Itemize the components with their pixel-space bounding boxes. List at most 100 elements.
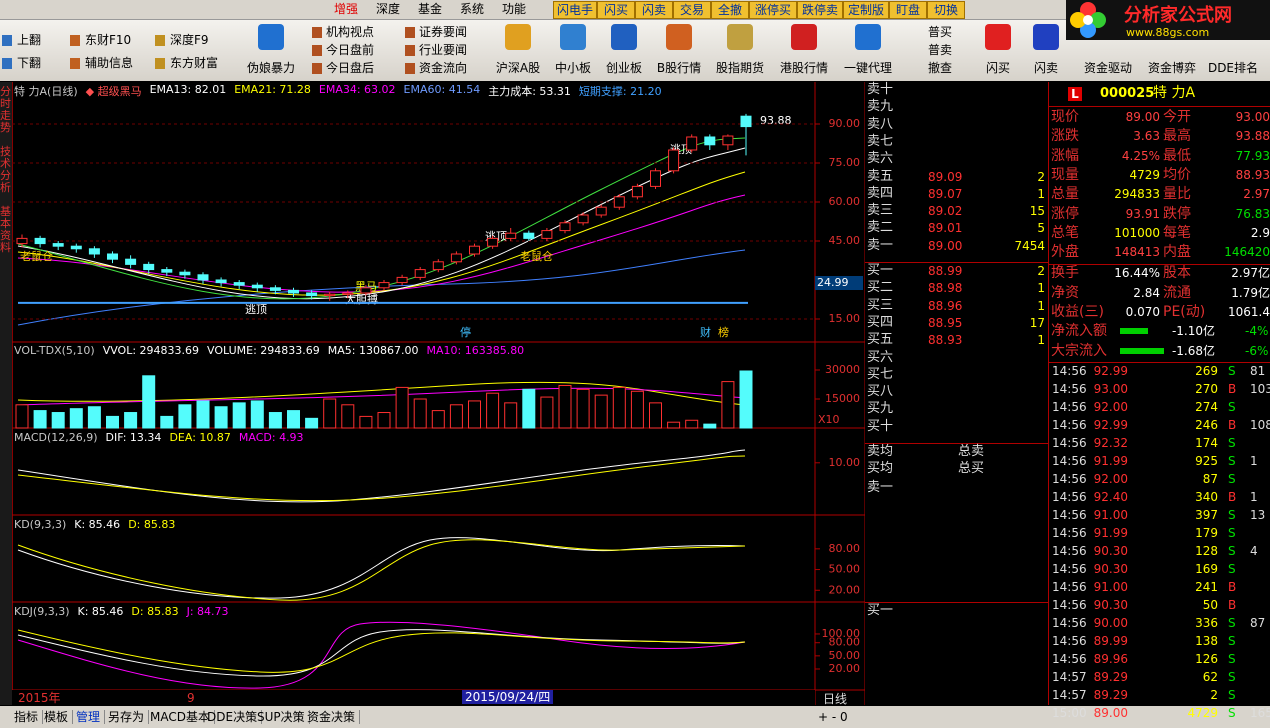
volume-bar [51,412,65,429]
menu-button[interactable]: 交易 [673,1,711,19]
legend-item: MACD: 4.93 [238,431,304,444]
bottom-tab[interactable]: 管理 [76,710,106,724]
tool-button[interactable]: 今日盘前 [326,43,375,57]
tool-button[interactable]: 普卖 [928,43,953,57]
tool-button[interactable]: 普买 [928,25,953,39]
menu-button[interactable]: 切换 [927,1,965,19]
annotation: 老鼠仓 [520,249,553,263]
candle-body [197,274,209,281]
trade-time: 14:56 [1052,544,1087,558]
trade-volume: 128 [1195,544,1218,558]
volume-bar [739,370,753,429]
trade-price: 90.00 [1093,616,1128,630]
volume-bar [667,421,681,429]
menu-item[interactable]: 深度 [376,2,401,16]
ema-fast [17,137,746,300]
menu-item[interactable]: 功能 [502,2,527,16]
menu-item[interactable]: 系统 [460,2,485,16]
order-book [865,82,1049,705]
tool-button[interactable]: 下翻 [17,56,42,70]
menu-item[interactable]: 基金 [418,2,443,16]
tool-button[interactable]: 沪深A股 [495,61,541,75]
tool-button[interactable]: 中小板 [554,61,591,75]
trade-side: S [1228,508,1236,522]
menu-button[interactable]: 定制版 [843,1,889,19]
tool-button[interactable]: 港股行情 [779,61,828,75]
tool-button[interactable]: 今日盘后 [326,61,375,75]
trade-volume: 246 [1195,418,1218,432]
tool-button[interactable]: 闪买 [985,61,1010,75]
bottom-tab[interactable]: 模板 [44,710,74,724]
menu-button[interactable]: 全撤 [711,1,749,19]
trade-count: 87 [1250,616,1266,630]
stock-name: 特 力A [1153,85,1196,101]
menu-button[interactable]: 闪电手 [553,1,597,19]
tool-button[interactable]: 创业板 [605,61,642,75]
legend-item: 短期支撑: 21.20 [578,85,662,98]
tool-button[interactable]: 股指期货 [715,61,764,75]
zoom-controls[interactable]: + - 0 [818,710,848,724]
tool-button[interactable]: 行业要闻 [419,43,468,57]
bottom-tab[interactable]: MACD基本 [150,710,215,724]
candle-body [34,237,46,245]
candle-body [88,248,100,255]
tool-button[interactable]: 东方财富 [170,56,219,70]
quote-value: -1.68亿 [1171,343,1215,358]
order-volume: 7454 [1014,238,1045,253]
tool-icon [258,24,284,50]
quote-value: 93.91 [1125,206,1160,221]
menu-button[interactable]: 闪卖 [635,1,673,19]
indicator-legend: KDJ(9,3,3) K: 85.46 D: 85.83 J: 84.73 [14,605,229,618]
tool-button[interactable]: 证券要闻 [419,25,468,39]
legend-item: D: 85.83 [128,518,176,531]
tool-button[interactable]: 资金博弈 [1147,61,1196,75]
tool-button[interactable]: 一键代理 [843,61,892,75]
bottom-tab[interactable]: SUP决策 [257,710,310,724]
candle-body [631,185,643,198]
divider [865,602,1048,603]
tool-button[interactable]: 东财F10 [85,33,132,47]
tool-button[interactable]: 上翻 [17,33,42,47]
tool-button[interactable]: 伪娘暴力 [246,61,295,75]
trade-side: B [1228,382,1237,396]
quote-value: 294833 [1114,187,1160,202]
indicator-legend: VOL-TDX(5,10) VVOL: 294833.69 VOLUME: 2948… [14,344,524,357]
bottom-tab[interactable]: 另存为 [108,710,150,724]
candle-body [613,196,625,208]
tool-button[interactable]: 辅助信息 [85,56,134,70]
side-tab[interactable]: 分时走势 [0,85,11,134]
quote-label: PE(动) [1163,304,1206,320]
tool-button[interactable]: 撤查 [928,61,953,75]
side-tab[interactable]: 基本资料 [0,205,11,254]
volume-bar [15,404,29,429]
tool-button[interactable]: 闪卖 [1033,61,1058,75]
order-label: 买一 [867,603,894,618]
bottom-tab[interactable]: DDE决策 [207,710,263,724]
tool-icon [560,24,586,50]
menu-button[interactable]: 盯盘 [889,1,927,19]
tool-button[interactable]: DDE排名 [1207,61,1259,75]
quote-label: 最高 [1163,128,1191,145]
volume-bar [69,408,83,429]
tool-button[interactable]: B股行情 [656,61,702,75]
candle-body [577,214,589,224]
trade-volume: 274 [1195,400,1218,414]
tool-button[interactable]: 深度F9 [170,33,209,47]
trade-side: S [1228,634,1236,648]
tool-icon [611,24,637,50]
trade-volume: 87 [1202,472,1218,486]
legend-item: EMA13: 82.01 [149,83,227,96]
tool-button[interactable]: 资金流向 [419,61,468,75]
tool-button[interactable]: 机构视点 [326,25,375,39]
menu-button[interactable]: 涨停买 [749,1,797,19]
menu-item[interactable]: 增强 [334,2,359,16]
volume-bar [703,423,717,429]
bottom-tab[interactable]: 资金决策 [307,710,361,724]
menu-button[interactable]: 闪买 [597,1,635,19]
tool-button[interactable]: 资金驱动 [1083,61,1132,75]
side-tab[interactable]: 技术分析 [0,145,11,194]
bottom-tab[interactable]: 指标 [14,710,44,724]
y-tick-label: 20.00 [829,662,861,675]
trade-count: 4 [1250,544,1258,558]
menu-button[interactable]: 跌停卖 [797,1,843,19]
